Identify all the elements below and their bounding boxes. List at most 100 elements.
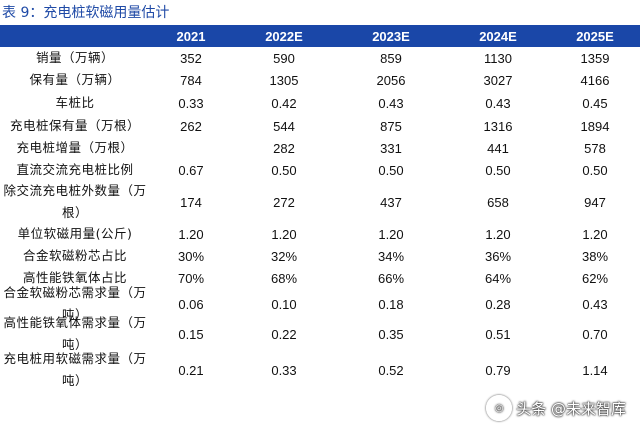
table-cell: 658 [487, 194, 509, 210]
row-label: 高性能铁氧体需求量（万吨） [3, 315, 147, 352]
table-cell: 174 [180, 194, 202, 210]
table-cell: 0.50 [485, 162, 511, 178]
row-label: 销量（万辆） [35, 50, 114, 65]
table-cell: 66% [377, 270, 405, 286]
table-row: 合金软磁粉芯占比 30% 32% 34% 36% 38% [0, 245, 640, 267]
header-cell-2025e: 2025E [576, 28, 614, 44]
table-cell: 0.52 [378, 362, 404, 378]
table-cell: 0.51 [485, 326, 511, 342]
table-cell: 36% [484, 248, 512, 264]
table-row: 除交流充电桩外数量（万根） 174 272 437 658 947 [0, 181, 640, 223]
watermark-logo-icon: ◎ [486, 395, 513, 421]
table-cell: 544 [273, 118, 295, 134]
table-row: 车桩比 0.33 0.42 0.43 0.43 0.45 [0, 91, 640, 115]
table-cell: 0.10 [271, 296, 297, 312]
header-cell-2022e: 2022E [265, 28, 303, 44]
table-row: 高性能铁氧体需求量（万吨） 0.15 0.22 0.35 0.51 0.70 [0, 315, 640, 352]
row-label: 单位软磁用量(公斤) [17, 226, 133, 241]
watermark: ◎ 头条 @未来智库 [486, 395, 626, 421]
table-cell: 272 [273, 194, 295, 210]
row-label: 直流交流充电桩比例 [16, 162, 134, 177]
caption-prefix: 表 9： [2, 5, 44, 21]
header-cell-2023e: 2023E [372, 28, 410, 44]
header-cell-2024e: 2024E [479, 28, 517, 44]
table-cell: 0.06 [178, 296, 204, 312]
table-cell: 1.20 [271, 226, 297, 242]
row-label: 充电桩保有量（万根） [9, 118, 140, 133]
table-cell: 0.33 [178, 95, 204, 111]
table-row: 充电桩用软磁需求量（万吨） 0.21 0.33 0.52 0.79 1.14 [0, 349, 640, 391]
table-row: 充电桩保有量（万根） 262 544 875 1316 1894 [0, 115, 640, 137]
table-row: 销量（万辆） 352 590 859 1130 1359 [0, 47, 640, 69]
row-label: 合金软磁粉芯需求量（万吨） [3, 285, 147, 322]
caption-text: 充电桩软磁用量估计 [43, 5, 170, 21]
table-cell: 784 [180, 72, 202, 88]
table-row: 合金软磁粉芯需求量（万吨） 0.06 0.10 0.18 0.28 0.43 [0, 285, 640, 322]
table-caption: 表 9：充电桩软磁用量估计 [0, 2, 169, 24]
table-cell: 0.35 [378, 326, 404, 342]
table-cell: 0.21 [178, 362, 204, 378]
table-cell: 38% [581, 248, 609, 264]
table-row: 充电桩增量（万根） 282 331 441 578 [0, 137, 640, 159]
table-cell: 1316 [483, 118, 513, 134]
table-cell: 0.67 [178, 162, 204, 178]
table-cell: 0.79 [485, 362, 511, 378]
table-cell: 0.22 [271, 326, 297, 342]
table-cell: 352 [180, 50, 202, 66]
table-cell: 68% [270, 270, 298, 286]
table-cell: 70% [177, 270, 205, 286]
table-cell: 437 [380, 194, 402, 210]
table-cell: 1130 [484, 50, 512, 66]
table-cell: 590 [273, 50, 295, 66]
table-row: 保有量（万辆） 784 1305 2056 3027 4166 [0, 69, 640, 91]
table-cell: 441 [487, 140, 509, 156]
table-cell: 0.50 [582, 162, 608, 178]
table-cell: 0.18 [378, 296, 404, 312]
table-cell: 578 [584, 140, 606, 156]
table-cell: 1305 [269, 72, 299, 88]
table-cell: 875 [380, 118, 402, 134]
table-cell: 34% [377, 248, 405, 264]
table-cell: 282 [273, 140, 295, 156]
table-cell: 0.70 [582, 326, 608, 342]
table-row: 单位软磁用量(公斤) 1.20 1.20 1.20 1.20 1.20 [0, 223, 640, 245]
table-row: 高性能铁氧体占比 70% 68% 66% 64% 62% [0, 267, 640, 289]
table-cell: 1.14 [582, 362, 608, 378]
table-cell: 30% [177, 248, 205, 264]
table-cell: 1.20 [378, 226, 404, 242]
row-label: 除交流充电桩外数量（万根） [3, 183, 147, 220]
table-cell: 4166 [580, 72, 610, 88]
row-label: 高性能铁氧体占比 [22, 270, 127, 285]
table-cell: 0.45 [582, 95, 608, 111]
table-cell: 1.20 [178, 226, 204, 242]
row-label: 保有量（万辆） [29, 72, 121, 87]
table-cell: 32% [270, 248, 298, 264]
table-cell: 859 [380, 50, 402, 66]
table-cell: 0.15 [178, 326, 204, 342]
table-cell: 0.33 [271, 362, 297, 378]
table-body: 销量（万辆） 352 590 859 1130 1359 保有量（万辆） 784 1305 205… [0, 47, 640, 391]
table-row: 直流交流充电桩比例 0.67 0.50 0.50 0.50 0.50 [0, 159, 640, 181]
table-cell: 0.50 [271, 162, 297, 178]
table-cell: 3027 [483, 72, 513, 88]
table-cell: 0.50 [378, 162, 404, 178]
table-cell: 0.43 [378, 95, 404, 111]
table-cell: 1359 [580, 50, 610, 66]
table-cell: 62% [581, 270, 609, 286]
table-cell: 1894 [580, 118, 610, 134]
table-cell: 947 [584, 194, 606, 210]
table-cell: 1.20 [485, 226, 511, 242]
table-cell: 0.28 [485, 296, 511, 312]
row-label: 车桩比 [55, 95, 95, 110]
table-cell: 0.43 [582, 296, 608, 312]
table-cell: 64% [484, 270, 512, 286]
table-cell: 0.43 [485, 95, 511, 111]
watermark-text: 头条 @未来智库 [516, 399, 626, 418]
table-header: 2021 2022E 2023E 2024E 2025E [0, 25, 640, 47]
header-cell-2021: 2021 [176, 28, 206, 44]
row-label: 充电桩用软磁需求量（万吨） [3, 351, 147, 388]
table-cell: 2056 [376, 72, 406, 88]
row-label: 充电桩增量（万根） [16, 140, 134, 155]
table-cell: 331 [380, 140, 402, 156]
row-label: 合金软磁粉芯占比 [22, 248, 127, 263]
